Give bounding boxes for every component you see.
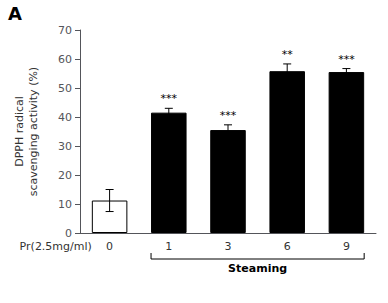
svg-text:9: 9 [343,240,350,253]
svg-text:DPPH radical: DPPH radical [13,96,26,167]
svg-text:**: ** [282,48,294,61]
svg-text:scavenging activity (%): scavenging activity (%) [27,67,40,196]
svg-text:50: 50 [58,82,72,95]
svg-text:***: *** [220,109,237,122]
svg-text:Pr(2.5mg/ml): Pr(2.5mg/ml) [20,240,92,253]
svg-text:30: 30 [58,140,72,153]
svg-text:3: 3 [225,240,232,253]
svg-text:6: 6 [284,240,291,253]
svg-text:***: *** [338,53,355,66]
svg-text:Steaming: Steaming [228,262,287,275]
svg-text:1: 1 [165,240,172,253]
svg-text:***: *** [161,92,178,105]
svg-text:20: 20 [58,169,72,182]
svg-text:60: 60 [58,53,72,66]
svg-text:A: A [8,3,22,24]
svg-text:10: 10 [58,198,72,211]
svg-text:0: 0 [106,240,113,253]
svg-text:0: 0 [65,227,72,240]
svg-text:70: 70 [58,24,72,37]
svg-text:40: 40 [58,111,72,124]
